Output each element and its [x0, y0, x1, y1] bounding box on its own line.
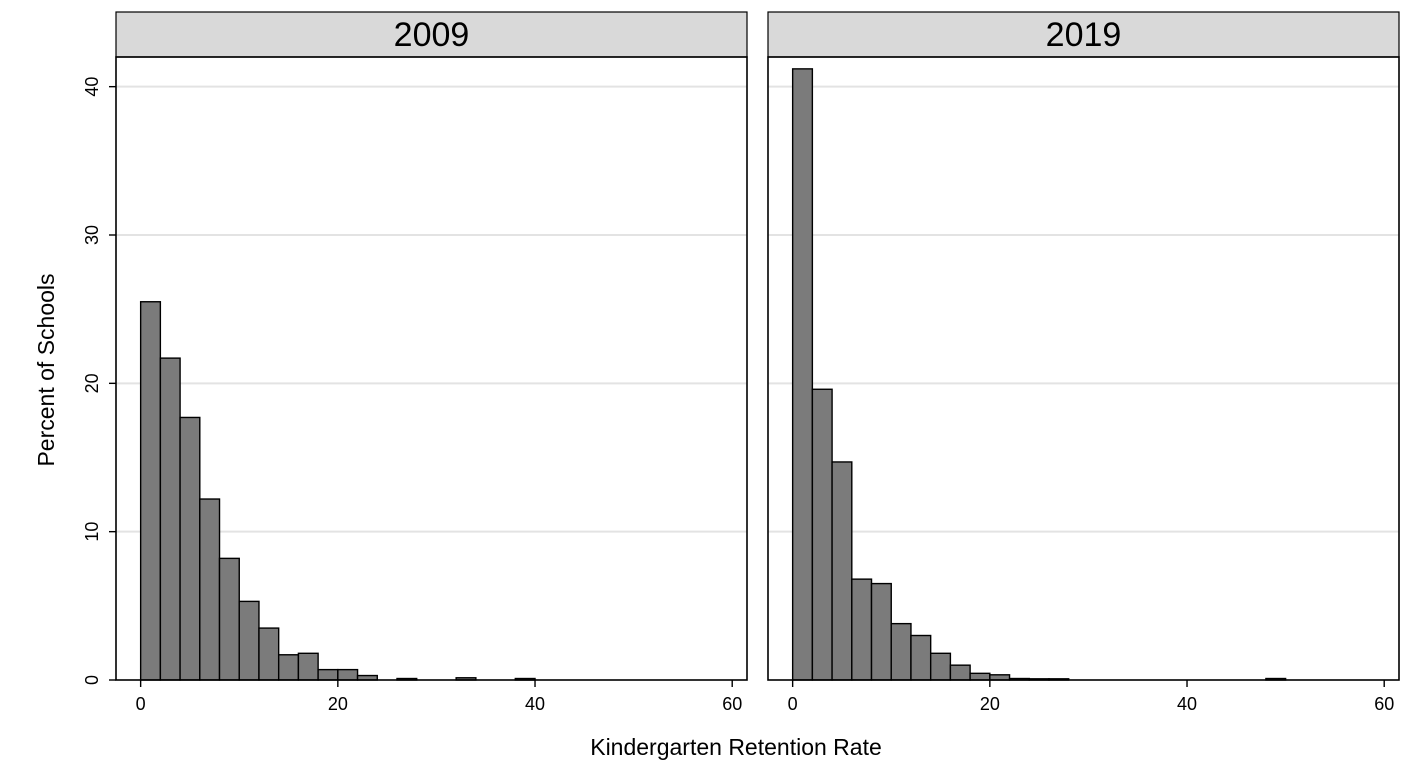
- x-tick-label: 60: [722, 694, 742, 714]
- histogram-bar: [811, 388, 833, 681]
- x-tick-label: 0: [136, 694, 146, 714]
- y-tick-label: 40: [82, 77, 102, 97]
- plot-frame: [767, 56, 1400, 681]
- histogram-bar: [831, 461, 853, 681]
- x-tick-label: 20: [980, 694, 1000, 714]
- histogram-bar: [890, 622, 912, 681]
- histogram-bar: [337, 668, 359, 681]
- histogram-bar: [218, 557, 240, 681]
- histogram-bar: [238, 600, 260, 681]
- histogram-bar: [139, 301, 162, 681]
- histogram-bar: [277, 654, 300, 681]
- y-tick-label: 20: [82, 373, 102, 393]
- x-tick-label: 0: [788, 694, 798, 714]
- x-tick-label: 60: [1374, 694, 1394, 714]
- histogram-bar: [791, 68, 814, 681]
- y-tick-label: 0: [82, 675, 102, 685]
- histogram-bar: [199, 498, 221, 681]
- histogram-bar: [179, 416, 201, 681]
- histogram-bar: [929, 652, 952, 681]
- facet-strip: [115, 11, 748, 58]
- facet-panels: 2009 0 20 40 60 2019 0 20 40 60: [115, 11, 1400, 714]
- histogram-bar: [870, 582, 892, 681]
- x-axis-title: Kindergarten Retention Rate: [590, 734, 882, 760]
- facet-title: 2009: [394, 16, 470, 54]
- histogram-bar: [159, 357, 181, 681]
- histogram-bar: [910, 634, 932, 681]
- histogram-bar: [258, 627, 280, 681]
- y-tick-label: 10: [82, 522, 102, 542]
- y-axis: 0 10 20 30 40: [82, 77, 116, 685]
- histogram-bar: [851, 578, 873, 681]
- panel-2009: 2009 0 20 40 60: [115, 11, 748, 714]
- y-tick-label: 30: [82, 225, 102, 245]
- x-tick-label: 40: [525, 694, 545, 714]
- histogram-bar: [317, 668, 339, 681]
- histogram-bar: [969, 672, 991, 681]
- x-tick-label: 20: [328, 694, 348, 714]
- x-tick-label: 40: [1177, 694, 1197, 714]
- histogram-bar: [949, 664, 971, 681]
- histogram-bar: [297, 652, 319, 681]
- plot-frame: [115, 56, 748, 681]
- y-axis-title: Percent of Schools: [33, 273, 59, 466]
- facet-title: 2019: [1046, 16, 1122, 54]
- panel-2019: 2019 0 20 40 60: [767, 11, 1400, 714]
